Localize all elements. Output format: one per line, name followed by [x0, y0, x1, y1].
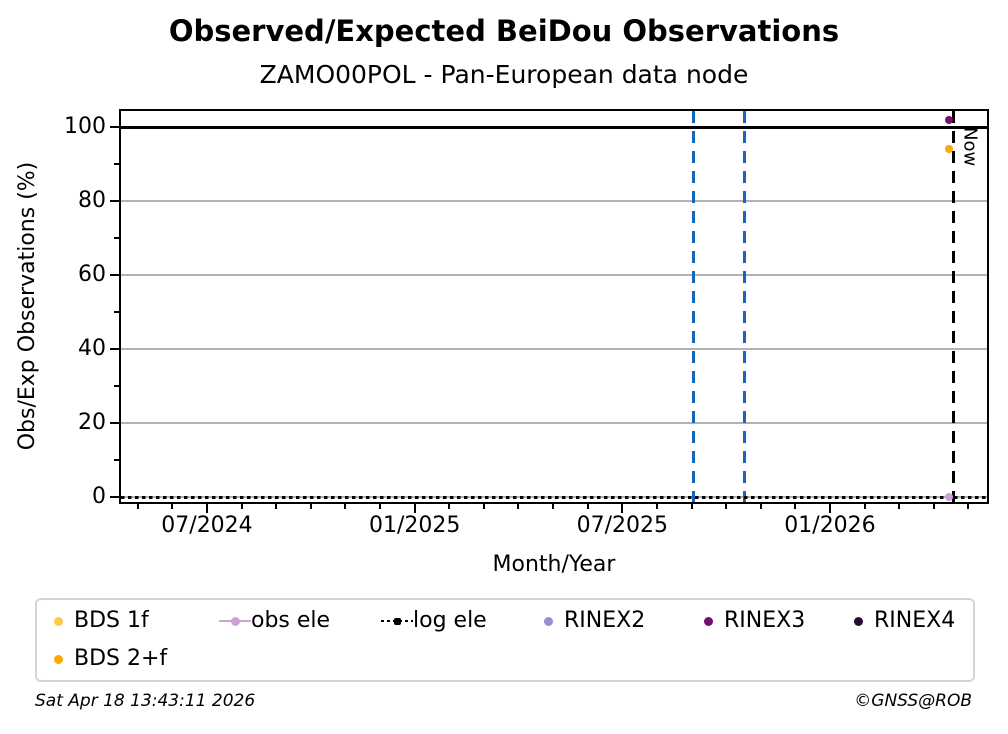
legend-label-bds-2-f: BDS 2+f: [74, 646, 168, 671]
x-minor-tick: [967, 504, 970, 509]
y-tick-label: 60: [78, 262, 106, 287]
x-minor-tick: [482, 504, 485, 509]
y-major-tick: [110, 200, 119, 202]
x-major-tick: [413, 504, 416, 513]
legend-marker-dot-obs-ele: [231, 617, 240, 626]
x-minor-tick: [344, 504, 347, 509]
chart-subtitle: ZAMO00POL - Pan-European data node: [259, 60, 749, 89]
legend-marker-bds-1f: [54, 617, 63, 626]
expected-100-line: [121, 126, 987, 129]
y-major-tick: [110, 496, 119, 498]
y-minor-tick: [114, 237, 119, 239]
legend-marker-bds-2-f: [54, 655, 63, 664]
x-minor-tick: [725, 504, 728, 509]
x-minor-tick: [759, 504, 762, 509]
log-ele-zero-line: [121, 496, 987, 499]
y-minor-tick: [114, 385, 119, 387]
footer-timestamp: Sat Apr 18 13:43:11 2026: [35, 691, 256, 711]
y-tick-label: 80: [78, 188, 106, 213]
x-tick-label: 01/2025: [368, 513, 461, 538]
y-tick-label: 0: [92, 484, 106, 509]
legend-marker-rinex4: [854, 617, 863, 626]
x-minor-tick: [932, 504, 935, 509]
x-minor-tick: [794, 504, 797, 509]
y-major-tick: [110, 422, 119, 424]
x-minor-tick: [898, 504, 901, 509]
x-major-tick: [205, 504, 208, 513]
x-minor-tick: [240, 504, 243, 509]
gridline: [121, 422, 987, 424]
y-minor-tick: [114, 311, 119, 313]
x-minor-tick: [379, 504, 382, 509]
x-minor-tick: [863, 504, 866, 509]
x-tick-label: 07/2024: [161, 513, 253, 538]
x-tick-label: 07/2025: [576, 513, 669, 538]
data-gap-end-line: [743, 111, 747, 502]
legend-label-rinex4: RINEX4: [874, 608, 956, 633]
x-minor-tick: [275, 504, 278, 509]
legend-label-rinex2: RINEX2: [564, 608, 646, 633]
y-major-tick: [110, 274, 119, 276]
x-minor-tick: [309, 504, 312, 509]
legend-label-rinex3: RINEX3: [724, 608, 806, 633]
footer-copyright: ©GNSS@ROB: [854, 691, 972, 711]
gridline: [121, 348, 987, 350]
legend-label-obs-ele: obs ele: [251, 608, 331, 633]
data-point-obs-ele: [944, 493, 953, 501]
chart-title: Observed/Expected BeiDou Observations: [168, 14, 840, 48]
data-point-rinex3: [944, 115, 953, 124]
y-minor-tick: [114, 163, 119, 165]
x-major-tick: [621, 504, 624, 513]
legend-label-bds-1f: BDS 1f: [74, 608, 149, 633]
x-axis-label: Month/Year: [492, 552, 616, 577]
data-gap-start-line: [692, 111, 696, 502]
legend-marker-rinex3: [704, 617, 713, 626]
x-minor-tick: [586, 504, 589, 509]
legend-marker-arrow-log-ele: [394, 618, 401, 625]
chart-legend: BDS 1f obs ele log ele RINEX2 RINEX3 RINEX4 BD…: [35, 598, 975, 682]
x-minor-tick: [517, 504, 520, 509]
y-axis-label: Obs/Exp Observations (%): [15, 161, 40, 451]
y-tick-label: 20: [78, 410, 106, 435]
x-tick-label: 01/2026: [784, 513, 876, 538]
x-minor-tick: [690, 504, 693, 509]
x-minor-tick: [655, 504, 658, 509]
y-major-tick: [110, 348, 119, 350]
gridline: [121, 274, 987, 276]
x-major-tick: [828, 504, 831, 513]
now-line: [951, 111, 955, 502]
plot-area: Now: [119, 109, 989, 504]
x-minor-tick: [448, 504, 451, 509]
legend-marker-rinex2: [544, 617, 553, 626]
x-minor-tick: [552, 504, 555, 509]
data-point-bds-2-f: [944, 145, 953, 154]
y-minor-tick: [114, 459, 119, 461]
y-tick-label: 100: [64, 114, 106, 139]
x-minor-tick: [171, 504, 174, 509]
legend-label-log-ele: log ele: [413, 608, 487, 633]
now-label: Now: [959, 127, 981, 167]
y-major-tick: [110, 126, 119, 128]
gridline: [121, 200, 987, 202]
x-minor-tick: [136, 504, 139, 509]
y-tick-label: 40: [78, 336, 106, 361]
